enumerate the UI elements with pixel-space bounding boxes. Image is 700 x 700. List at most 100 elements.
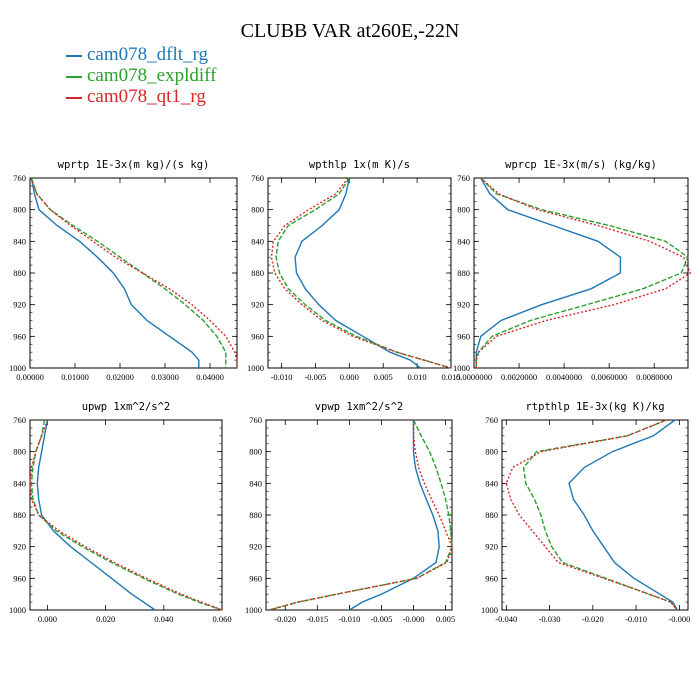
series-line-expldiff	[522, 419, 678, 611]
y-tick-label: 960	[13, 331, 26, 341]
y-tick-label: 840	[13, 236, 26, 246]
series-line-qt1	[270, 177, 452, 369]
x-tick-label: 0.0020000	[501, 372, 537, 382]
y-tick-label: 760	[457, 173, 470, 183]
y-tick-label: 920	[249, 542, 262, 552]
y-tick-label: 1000	[453, 363, 470, 373]
plot-title: upwp 1xm^2/s^2	[82, 401, 171, 413]
x-tick-label: -0.040	[495, 614, 517, 624]
legend-item-expldiff: cam078_expldiff	[66, 65, 216, 87]
series-line-expldiff	[30, 419, 223, 611]
y-tick-label: 920	[251, 300, 264, 310]
series-line-dflt	[294, 177, 421, 369]
y-tick-label: 760	[251, 173, 264, 183]
x-tick-label: 0.010	[408, 372, 427, 382]
series-line-qt1	[269, 420, 453, 611]
legend-swatch-qt1	[66, 96, 82, 99]
y-tick-label: 960	[249, 573, 262, 583]
x-tick-label: 0.015	[441, 372, 460, 382]
series-line-expldiff	[30, 177, 227, 368]
x-tick-label: 0.03000	[151, 372, 179, 382]
y-tick-label: 880	[457, 268, 470, 278]
y-tick-label: 800	[251, 205, 264, 215]
series-line-qt1	[30, 177, 238, 368]
y-tick-label: 1000	[245, 605, 262, 615]
x-tick-label: 0.000	[38, 614, 57, 624]
x-tick-label: -0.015	[306, 614, 328, 624]
y-tick-label: 880	[13, 268, 26, 278]
x-tick-label: 0.0040000	[546, 372, 582, 382]
plot-title: wprtp 1E-3x(m kg)/(s kg)	[58, 159, 210, 171]
y-tick-label: 800	[457, 205, 470, 215]
y-tick-label: 1000	[9, 605, 26, 615]
y-tick-label: 800	[249, 447, 262, 457]
y-tick-label: 960	[457, 331, 470, 341]
x-tick-label: -0.005	[304, 372, 326, 382]
x-tick-label: -0.000	[668, 614, 690, 624]
y-tick-label: 840	[249, 478, 262, 488]
y-tick-label: 1000	[481, 605, 498, 615]
x-tick-label: -0.010	[271, 372, 293, 382]
y-tick-label: 840	[485, 478, 498, 488]
plot-frame	[501, 419, 689, 611]
plot-frame	[29, 177, 238, 369]
series-line-dflt	[349, 420, 440, 611]
x-tick-label: 0.02000	[106, 372, 134, 382]
y-tick-label: 960	[251, 331, 264, 341]
y-tick-label: 840	[13, 478, 26, 488]
y-tick-label: 960	[13, 573, 26, 583]
plot-title: wpthlp 1x(m K)/s	[309, 159, 410, 171]
x-tick-label: 0.005	[436, 614, 455, 624]
plot-title: rtpthlp 1E-3x(kg K)/kg	[525, 401, 664, 413]
series-line-expldiff	[475, 177, 689, 368]
x-tick-label: 0.01000	[61, 372, 89, 382]
x-tick-label: 0.0080000	[636, 372, 672, 382]
y-tick-label: 920	[13, 542, 26, 552]
y-tick-label: 840	[457, 236, 470, 246]
x-tick-label: 0.00000	[16, 372, 44, 382]
y-tick-label: 840	[251, 236, 264, 246]
y-tick-label: 800	[485, 447, 498, 457]
x-tick-label: -0.010	[625, 614, 647, 624]
y-tick-label: 960	[485, 573, 498, 583]
series-line-expldiff	[269, 419, 453, 611]
series-line-dflt	[30, 177, 200, 368]
x-tick-label: 0.040	[154, 614, 173, 624]
x-tick-label: -0.020	[582, 614, 604, 624]
plot-frame	[29, 419, 223, 611]
x-tick-label: -0.000	[403, 614, 425, 624]
series-line-dflt	[36, 419, 156, 611]
legend-label-dflt: cam078_dflt_rg	[87, 44, 209, 65]
y-tick-label: 880	[485, 510, 498, 520]
legend-item-dflt: cam078_dflt_rg	[66, 44, 208, 66]
y-tick-label: 920	[485, 542, 498, 552]
plot-frame	[265, 419, 453, 611]
series-line-qt1	[475, 177, 692, 368]
y-tick-label: 1000	[9, 363, 26, 373]
y-tick-label: 760	[249, 415, 262, 425]
plot-title: wprcp 1E-3x(m/s) (kg/kg)	[505, 159, 657, 171]
legend-swatch-dflt	[66, 54, 82, 57]
series-line-dflt	[568, 419, 678, 611]
legend-label-expldiff: cam078_expldiff	[87, 65, 217, 86]
x-tick-label: -0.005	[370, 614, 392, 624]
y-tick-label: 880	[251, 268, 264, 278]
y-tick-label: 880	[13, 510, 26, 520]
series-line-qt1	[29, 419, 223, 611]
legend-swatch-expldiff	[66, 75, 82, 78]
y-tick-label: 760	[485, 415, 498, 425]
y-tick-label: 920	[13, 300, 26, 310]
y-tick-label: 760	[13, 173, 26, 183]
y-tick-label: 800	[13, 205, 26, 215]
series-line-qt1	[505, 419, 678, 611]
plot-frame	[473, 177, 689, 369]
y-tick-label: 1000	[247, 363, 264, 373]
figure-title: CLUBB VAR at260E,-22N	[240, 20, 460, 42]
x-tick-label: -0.030	[539, 614, 561, 624]
legend-item-qt1: cam078_qt1_rg	[66, 86, 206, 108]
y-tick-label: 920	[457, 300, 470, 310]
legend-label-qt1: cam078_qt1_rg	[87, 86, 206, 107]
x-tick-label: 0.060	[212, 614, 231, 624]
series-line-dflt	[475, 177, 622, 368]
